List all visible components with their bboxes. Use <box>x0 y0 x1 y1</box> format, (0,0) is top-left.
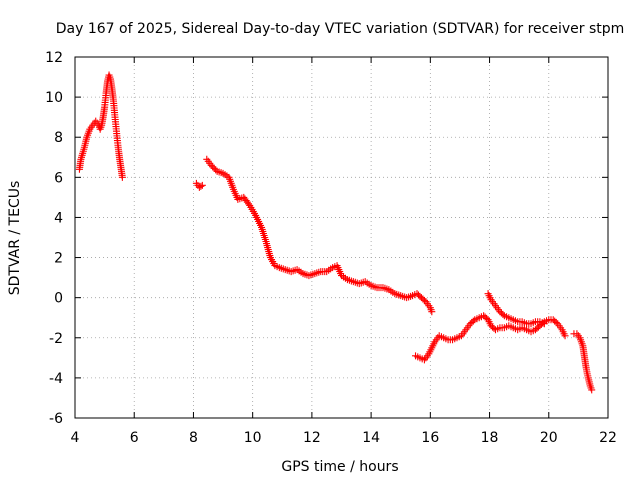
data-point <box>198 181 206 189</box>
x-tick-label: 8 <box>189 430 198 446</box>
y-tick-label: 2 <box>54 251 63 267</box>
data-point <box>540 320 548 328</box>
x-tick-labels: 4 6 8 10 12 14 16 18 20 22 <box>71 430 617 446</box>
data-points <box>75 71 596 394</box>
data-point <box>588 386 596 394</box>
data-series <box>203 155 436 316</box>
data-point <box>420 296 428 304</box>
x-tick-label: 16 <box>421 430 439 446</box>
grid-lines <box>75 57 608 418</box>
data-point <box>118 173 126 181</box>
data-series <box>75 71 126 181</box>
x-tick-label: 6 <box>130 430 139 446</box>
x-tick-label: 12 <box>303 430 321 446</box>
x-tick-label: 22 <box>599 430 617 446</box>
axis-ticks <box>74 56 609 419</box>
x-tick-label: 4 <box>71 430 80 446</box>
y-tick-label: 8 <box>54 130 63 146</box>
y-axis-label: SDTVAR / TECUs <box>7 181 23 296</box>
data-point <box>428 308 436 316</box>
data-series <box>484 290 548 328</box>
y-tick-label: 10 <box>45 90 63 106</box>
data-point <box>561 332 569 340</box>
plot-border <box>74 56 609 419</box>
data-point <box>197 182 205 190</box>
y-tick-label: 12 <box>45 50 63 66</box>
x-tick-label: 18 <box>481 430 499 446</box>
data-point <box>245 200 253 208</box>
data-point <box>499 310 507 318</box>
x-tick-label: 14 <box>362 430 380 446</box>
y-tick-label: -2 <box>49 331 63 347</box>
y-tick-label: 0 <box>54 291 63 307</box>
y-tick-labels: -6 -4 -2 0 2 4 6 8 10 12 <box>45 50 63 427</box>
x-tick-label: 20 <box>540 430 558 446</box>
y-tick-label: -6 <box>49 411 63 427</box>
data-series <box>570 330 596 394</box>
x-axis-label: GPS time / hours <box>281 459 398 475</box>
y-tick-label: 4 <box>54 210 63 226</box>
data-point <box>469 317 477 325</box>
data-point <box>207 161 215 169</box>
x-tick-label: 10 <box>244 430 262 446</box>
y-tick-label: 6 <box>54 170 63 186</box>
data-series <box>412 312 569 364</box>
data-point <box>210 164 218 172</box>
data-point <box>552 318 560 326</box>
chart-title: Day 167 of 2025, Sidereal Day-to-day VTE… <box>56 21 625 37</box>
data-point <box>209 163 217 171</box>
data-series <box>192 179 206 191</box>
y-tick-label: -4 <box>49 371 63 387</box>
